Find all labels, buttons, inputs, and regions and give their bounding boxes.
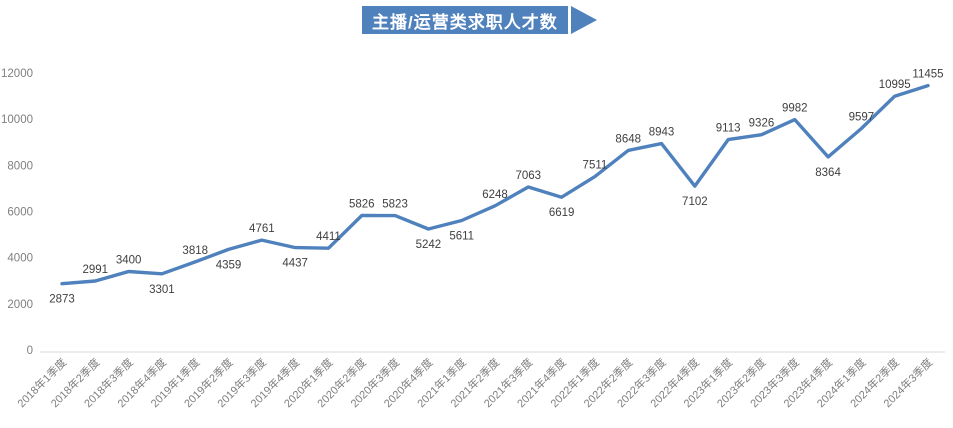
data-label: 8943 — [649, 127, 675, 139]
data-label: 4411 — [316, 231, 341, 243]
chart-title: 主播/运营类求职人才数 — [362, 6, 568, 34]
data-label: 7102 — [682, 196, 708, 208]
data-label: 6248 — [482, 189, 508, 201]
y-axis-label: 8000 — [7, 160, 33, 172]
data-label: 8648 — [615, 133, 641, 145]
data-label: 2991 — [83, 264, 109, 276]
data-label: 2873 — [49, 294, 75, 306]
y-axis-label: 12000 — [1, 68, 33, 80]
y-axis-label: 10000 — [1, 114, 33, 126]
series-line — [60, 83, 930, 286]
data-label: 4437 — [282, 258, 308, 270]
data-label: 9113 — [716, 123, 741, 135]
data-label: 5826 — [349, 199, 375, 211]
data-label: 3400 — [116, 255, 142, 267]
data-label: 9982 — [782, 103, 808, 115]
data-label: 5242 — [416, 239, 442, 251]
data-label: 7063 — [516, 170, 542, 182]
data-label: 3301 — [149, 284, 175, 296]
banner-arrow-icon — [570, 6, 597, 34]
data-label: 9597 — [849, 111, 875, 123]
y-axis-label: 2000 — [7, 299, 33, 311]
chart-title-banner: 主播/运营类求职人才数 — [362, 6, 597, 34]
data-label: 11455 — [912, 69, 943, 81]
data-label: 3818 — [182, 245, 208, 257]
data-label: 4359 — [216, 259, 242, 271]
y-axis-label: 0 — [27, 345, 33, 357]
y-axis-label: 4000 — [7, 253, 33, 265]
data-label: 6619 — [549, 207, 575, 219]
data-label: 5611 — [449, 230, 474, 242]
data-label: 8364 — [815, 167, 841, 179]
data-label: 9326 — [749, 118, 775, 130]
data-label: 4761 — [249, 223, 275, 235]
data-label: 5823 — [382, 199, 408, 211]
y-axis-label: 6000 — [7, 207, 33, 219]
data-label: 7511 — [583, 160, 608, 172]
data-label: 10995 — [879, 79, 911, 91]
